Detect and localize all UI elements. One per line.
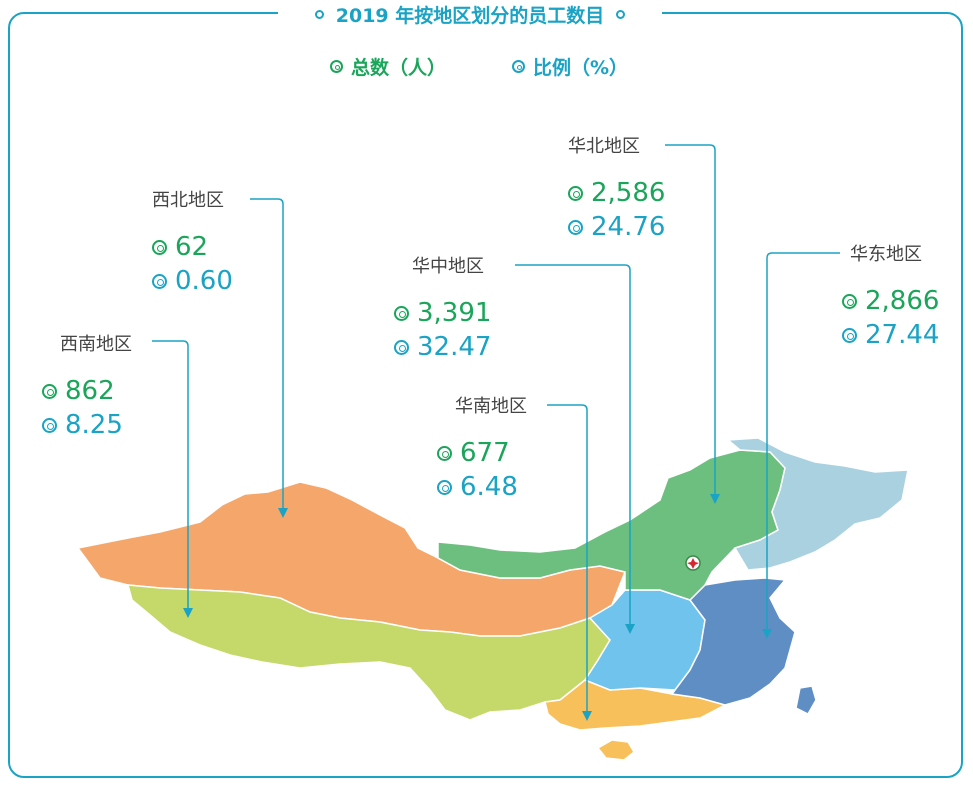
total-value-northwest: 62 [175,232,209,262]
total-ring-icon [437,445,452,461]
title-bar: 2019 年按地区划分的员工数目 [278,0,662,28]
ratio-ring-icon [42,417,57,433]
legend-total-label: 总数（人） [351,57,447,79]
total-row-south: 677 [437,436,527,470]
ratio-row-central: 32.47 [394,330,491,364]
total-row-southwest: 862 [42,374,132,408]
legend-ratio-label: 比例（%） [533,57,629,79]
map-region-east [670,577,796,706]
total-row-northwest: 62 [152,230,233,264]
region-name-northwest: 西北地区 [152,190,224,211]
ratio-ring-icon [568,219,583,235]
leader-line-east [766,252,840,633]
region-name-east: 华东地区 [850,244,922,265]
page-title: 2019 年按地区划分的员工数目 [335,4,605,27]
leader-line-central [515,264,631,628]
ratio-value-central: 32.47 [417,332,492,362]
total-row-central: 3,391 [394,296,491,330]
ratio-value-northwest: 0.60 [175,266,233,296]
ratio-ring-icon [152,273,167,289]
total-ring-icon [568,185,583,201]
ratio-row-south: 6.48 [437,470,527,504]
arrow-north-icon [710,494,720,504]
callout-central: 华中地区 3,391 32.47 [394,252,491,364]
total-value-southwest: 862 [65,376,115,406]
arrow-central-icon [625,624,635,634]
total-value-east: 2,866 [865,286,940,316]
map-region-south-hainan [596,739,635,761]
title-left-dot-icon [314,9,324,19]
ratio-row-north: 24.76 [568,210,665,244]
ratio-row-southwest: 8.25 [42,408,132,442]
region-name-central: 华中地区 [412,256,484,277]
legend-ratio: 比例（%） [512,53,628,80]
ratio-row-east: 27.44 [842,318,939,352]
total-value-north: 2,586 [591,178,666,208]
legend-total: 总数（人） [330,53,446,80]
map-region-east-taiwan [795,685,817,715]
callout-southwest: 西南地区 862 8.25 [42,330,132,442]
total-value-central: 3,391 [417,298,492,328]
ratio-ring-icon [842,327,857,343]
leader-line-northwest [250,198,284,512]
leader-line-south [547,404,588,715]
total-ring-icon [42,383,57,399]
ratio-ring-icon [512,60,525,73]
callout-northwest: 西北地区 62 0.60 [152,186,233,298]
region-name-south: 华南地区 [455,396,527,417]
ratio-ring-icon [437,479,452,495]
callout-east: 华东地区 2,866 27.44 [842,240,939,352]
callout-south: 华南地区 677 6.48 [437,392,527,504]
leader-line-north [665,144,716,498]
total-ring-icon [330,60,343,73]
arrow-south-icon [582,711,592,721]
arrow-northwest-icon [278,508,288,518]
beijing-star-icon [687,558,699,569]
total-ring-icon [842,293,857,309]
ratio-value-southwest: 8.25 [65,410,123,440]
total-ring-icon [394,305,409,321]
total-value-south: 677 [460,438,510,468]
ratio-row-northwest: 0.60 [152,264,233,298]
title-right-dot-icon [616,9,626,19]
arrow-southwest-icon [183,608,193,618]
total-ring-icon [152,239,167,255]
total-row-north: 2,586 [568,176,665,210]
callout-north: 华北地区 2,586 24.76 [568,132,665,244]
map-region-northeast [726,437,909,571]
leader-line-southwest [152,340,189,612]
arrow-east-icon [762,629,772,639]
ratio-ring-icon [394,339,409,355]
ratio-value-north: 24.76 [591,212,666,242]
region-name-north: 华北地区 [568,136,640,157]
ratio-value-south: 6.48 [460,472,518,502]
total-row-east: 2,866 [842,284,939,318]
region-name-southwest: 西南地区 [60,334,132,355]
ratio-value-east: 27.44 [865,320,940,350]
